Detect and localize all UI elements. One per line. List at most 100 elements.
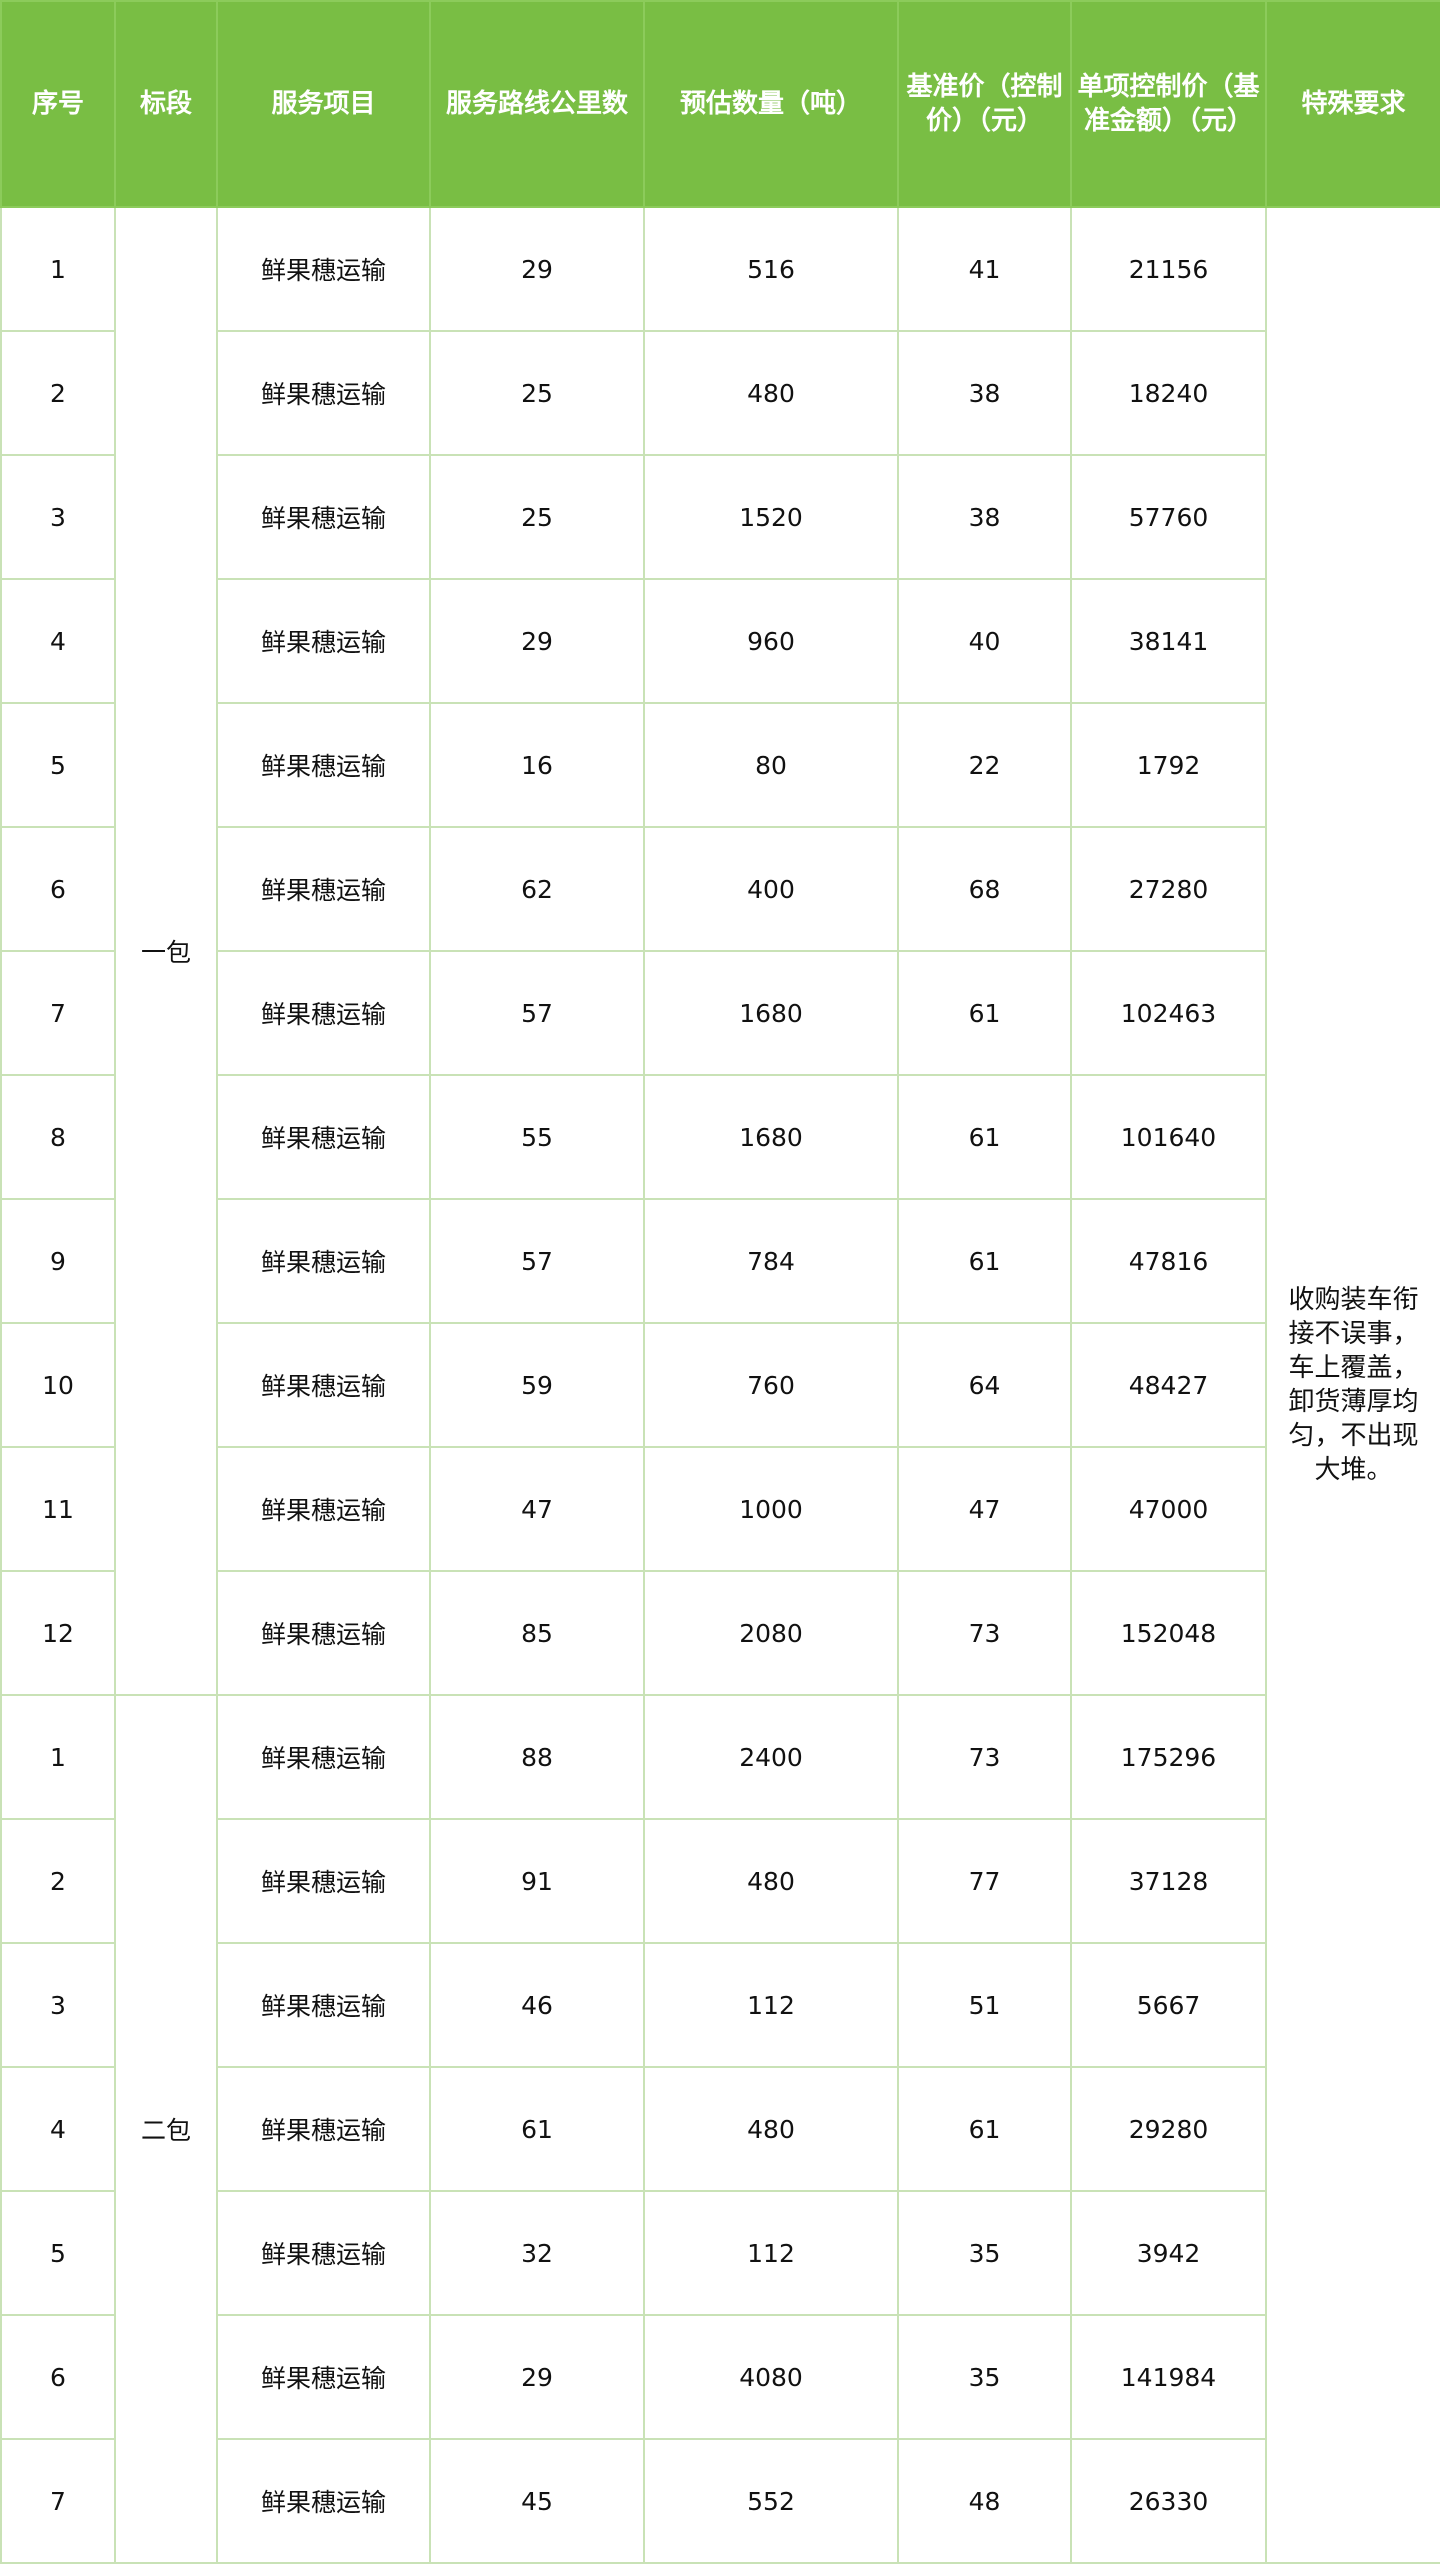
cell-service: 鲜果穗运输 <box>216 1198 431 1324</box>
cell-quantity: 4080 <box>643 2314 899 2440</box>
cell-unit-price: 64 <box>897 1322 1072 1448</box>
cell-service: 鲜果穗运输 <box>216 454 431 580</box>
cell-index: 8 <box>0 1074 116 1200</box>
cell-index: 3 <box>0 1942 116 2068</box>
table-row: 7 鲜果穗运输 45 552 48 26330 <box>0 2438 1440 2564</box>
table-row: 11 鲜果穗运输 47 1000 47 47000 <box>0 1446 1440 1572</box>
cell-quantity: 1520 <box>643 454 899 580</box>
cell-quantity: 2080 <box>643 1570 899 1696</box>
cell-package: 二包 <box>114 1694 218 2564</box>
cell-unit-price: 61 <box>897 2066 1072 2192</box>
cell-service: 鲜果穗运输 <box>216 2314 431 2440</box>
cell-service: 鲜果穗运输 <box>216 206 431 332</box>
cell-quantity: 960 <box>643 578 899 704</box>
cell-quantity: 480 <box>643 2066 899 2192</box>
cell-distance: 32 <box>429 2190 645 2316</box>
cell-index: 3 <box>0 454 116 580</box>
column-header: 基准价（控制价）（元） <box>897 0 1072 208</box>
cell-unit-price: 41 <box>897 206 1072 332</box>
cell-amount: 141984 <box>1070 2314 1267 2440</box>
cell-distance: 45 <box>429 2438 645 2564</box>
table-row: 12 鲜果穗运输 85 2080 73 152048 <box>0 1570 1440 1696</box>
cell-service: 鲜果穗运输 <box>216 2438 431 2564</box>
cell-amount: 37128 <box>1070 1818 1267 1944</box>
cell-quantity: 2400 <box>643 1694 899 1820</box>
cell-amount: 57760 <box>1070 454 1267 580</box>
cell-amount: 101640 <box>1070 1074 1267 1200</box>
cell-distance: 61 <box>429 2066 645 2192</box>
cell-quantity: 552 <box>643 2438 899 2564</box>
cell-distance: 59 <box>429 1322 645 1448</box>
cell-quantity: 400 <box>643 826 899 952</box>
cell-service: 鲜果穗运输 <box>216 1570 431 1696</box>
table-row: 3 鲜果穗运输 25 1520 38 57760 <box>0 454 1440 580</box>
cell-quantity: 480 <box>643 1818 899 1944</box>
cell-index: 11 <box>0 1446 116 1572</box>
cell-distance: 57 <box>429 1198 645 1324</box>
cell-distance: 29 <box>429 206 645 332</box>
column-header: 服务路线公里数 <box>429 0 645 208</box>
cell-quantity: 112 <box>643 1942 899 2068</box>
cell-service: 鲜果穗运输 <box>216 330 431 456</box>
cell-index: 7 <box>0 950 116 1076</box>
cell-service: 鲜果穗运输 <box>216 578 431 704</box>
cell-service: 鲜果穗运输 <box>216 702 431 828</box>
table-row: 10 鲜果穗运输 59 760 64 48427 <box>0 1322 1440 1448</box>
cell-distance: 29 <box>429 578 645 704</box>
table-row: 9 鲜果穗运输 57 784 61 47816 <box>0 1198 1440 1324</box>
cell-index: 2 <box>0 1818 116 1944</box>
cell-amount: 152048 <box>1070 1570 1267 1696</box>
cell-index: 2 <box>0 330 116 456</box>
cell-unit-price: 48 <box>897 2438 1072 2564</box>
cell-amount: 18240 <box>1070 330 1267 456</box>
cell-unit-price: 22 <box>897 702 1072 828</box>
cell-index: 7 <box>0 2438 116 2564</box>
cell-service: 鲜果穗运输 <box>216 1074 431 1200</box>
cell-special-requirement: 收购装车衔接不误事，车上覆盖，卸货薄厚均匀，不出现大堆。 <box>1265 206 1440 2564</box>
cell-quantity: 1680 <box>643 950 899 1076</box>
table-row: 5 鲜果穗运输 16 80 22 1792 <box>0 702 1440 828</box>
cell-package: 一包 <box>114 206 218 1696</box>
cell-quantity: 1000 <box>643 1446 899 1572</box>
cell-amount: 29280 <box>1070 2066 1267 2192</box>
cell-unit-price: 61 <box>897 1074 1072 1200</box>
cell-unit-price: 40 <box>897 578 1072 704</box>
cell-unit-price: 77 <box>897 1818 1072 1944</box>
cell-index: 1 <box>0 1694 116 1820</box>
cell-quantity: 112 <box>643 2190 899 2316</box>
cell-distance: 25 <box>429 330 645 456</box>
cell-quantity: 516 <box>643 206 899 332</box>
cell-quantity: 80 <box>643 702 899 828</box>
cell-unit-price: 73 <box>897 1694 1072 1820</box>
table-row: 2 鲜果穗运输 25 480 38 18240 <box>0 330 1440 456</box>
table-row: 1 二包 鲜果穗运输 88 2400 73 175296 <box>0 1694 1440 2564</box>
cell-distance: 46 <box>429 1942 645 2068</box>
cell-index: 1 <box>0 206 116 332</box>
cell-distance: 91 <box>429 1818 645 1944</box>
cell-distance: 88 <box>429 1694 645 1820</box>
cell-index: 4 <box>0 2066 116 2192</box>
cell-service: 鲜果穗运输 <box>216 1818 431 1944</box>
cell-amount: 27280 <box>1070 826 1267 952</box>
cell-amount: 1792 <box>1070 702 1267 828</box>
cell-distance: 62 <box>429 826 645 952</box>
table-row: 1 一包 鲜果穗运输 29 516 41 21156 收购装车衔接不误事，车上覆盖，卸货薄厚均… <box>0 206 1440 2564</box>
table-row: 8 鲜果穗运输 55 1680 61 101640 <box>0 1074 1440 1200</box>
cell-amount: 175296 <box>1070 1694 1267 1820</box>
cell-distance: 55 <box>429 1074 645 1200</box>
cell-distance: 85 <box>429 1570 645 1696</box>
cell-unit-price: 73 <box>897 1570 1072 1696</box>
cell-index: 4 <box>0 578 116 704</box>
cell-quantity: 480 <box>643 330 899 456</box>
cell-unit-price: 51 <box>897 1942 1072 2068</box>
cell-unit-price: 47 <box>897 1446 1072 1572</box>
table-row: 3 鲜果穗运输 46 112 51 5667 <box>0 1942 1440 2068</box>
cell-service: 鲜果穗运输 <box>216 1942 431 2068</box>
cell-unit-price: 35 <box>897 2314 1072 2440</box>
cell-service: 鲜果穗运输 <box>216 826 431 952</box>
table-row: 7 鲜果穗运输 57 1680 61 102463 <box>0 950 1440 1076</box>
cell-amount: 5667 <box>1070 1942 1267 2068</box>
cell-unit-price: 38 <box>897 454 1072 580</box>
cell-amount: 47816 <box>1070 1198 1267 1324</box>
